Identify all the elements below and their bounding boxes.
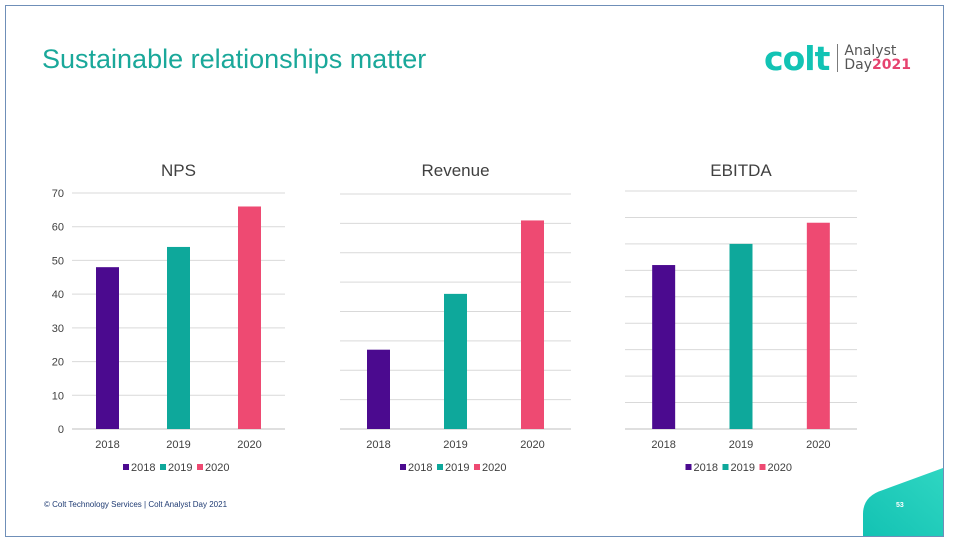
x-tick-label: 2020 bbox=[520, 439, 544, 451]
logo-event-year: 2021 bbox=[872, 57, 911, 73]
legend-swatch-2019 bbox=[437, 464, 443, 470]
x-tick-label: 2019 bbox=[443, 439, 467, 451]
legend-label: 2020 bbox=[768, 462, 792, 474]
logo-divider bbox=[837, 44, 839, 72]
legend-swatch-2020 bbox=[759, 464, 766, 470]
page-number: 53 bbox=[896, 502, 904, 509]
colt-wordmark: colt bbox=[764, 38, 830, 78]
legend-swatch-2019 bbox=[722, 464, 729, 470]
y-tick-label: 20 bbox=[52, 357, 64, 369]
chart-ebitda: EBITDA 2018 2019 2020 2018 2019 2020 bbox=[625, 161, 857, 474]
y-tick-label: 50 bbox=[52, 255, 64, 267]
x-tick-label: 2020 bbox=[237, 439, 261, 451]
x-tick-label: 2019 bbox=[166, 439, 190, 451]
x-tick-label: 2018 bbox=[95, 439, 119, 451]
legend-label: 2019 bbox=[168, 462, 192, 474]
chart-title: Revenue bbox=[421, 161, 489, 180]
bar-2020 bbox=[521, 220, 544, 429]
legend-swatch-2020 bbox=[474, 464, 480, 470]
logo-event-day: Day bbox=[844, 57, 873, 73]
bar-2019 bbox=[444, 293, 467, 429]
bar-2019 bbox=[729, 243, 753, 429]
chart-title: NPS bbox=[161, 161, 196, 180]
legend: 2018 2019 2020 bbox=[685, 462, 792, 474]
legend: 2018 2019 2020 bbox=[123, 462, 229, 474]
y-tick-label: 0 bbox=[58, 424, 64, 436]
logo-event-line1: Analyst bbox=[844, 43, 897, 59]
logo-event-line2: Day2021 bbox=[844, 58, 911, 72]
bar-2018 bbox=[652, 265, 676, 429]
legend-label: 2020 bbox=[482, 462, 506, 474]
y-tick-label: 60 bbox=[52, 222, 64, 234]
footer-text: © Colt Technology Services | Colt Analys… bbox=[44, 500, 228, 509]
legend-label: 2019 bbox=[445, 462, 469, 474]
colt-analyst-day-logo: colt Analyst Day2021 bbox=[764, 38, 911, 78]
legend-label: 2018 bbox=[131, 462, 155, 474]
legend-label: 2020 bbox=[205, 462, 229, 474]
bar-2020 bbox=[806, 222, 830, 429]
x-tick-label: 2020 bbox=[806, 439, 830, 451]
y-tick-label: 70 bbox=[52, 188, 64, 200]
legend-label: 2018 bbox=[694, 462, 718, 474]
x-tick-label: 2018 bbox=[366, 439, 390, 451]
bar-2018 bbox=[96, 267, 119, 429]
x-tick-label: 2018 bbox=[651, 439, 675, 451]
legend: 2018 2019 2020 bbox=[400, 462, 506, 474]
legend-swatch-2018 bbox=[123, 464, 129, 470]
y-tick-label: 30 bbox=[52, 323, 64, 335]
x-tick-label: 2019 bbox=[729, 439, 753, 451]
legend-swatch-2019 bbox=[160, 464, 166, 470]
y-tick-label: 40 bbox=[52, 289, 64, 301]
legend-swatch-2020 bbox=[197, 464, 203, 470]
legend-swatch-2018 bbox=[400, 464, 406, 470]
legend-label: 2018 bbox=[408, 462, 432, 474]
y-tick-label: 10 bbox=[52, 390, 64, 402]
bar-2019 bbox=[167, 246, 190, 429]
logo-event-name: Analyst Day2021 bbox=[844, 44, 911, 72]
slide-title: Sustainable relationships matter bbox=[42, 44, 427, 74]
corner-swoosh-decoration bbox=[863, 468, 943, 536]
chart-revenue: Revenue 2018 2019 2020 2018 2019 2020 bbox=[340, 161, 571, 474]
chart-title: EBITDA bbox=[710, 161, 772, 180]
bar-2018 bbox=[367, 349, 390, 429]
slide: Sustainable relationships matter colt An… bbox=[5, 5, 944, 537]
legend-label: 2019 bbox=[731, 462, 755, 474]
bar-2020 bbox=[238, 206, 261, 429]
legend-swatch-2018 bbox=[685, 464, 692, 470]
